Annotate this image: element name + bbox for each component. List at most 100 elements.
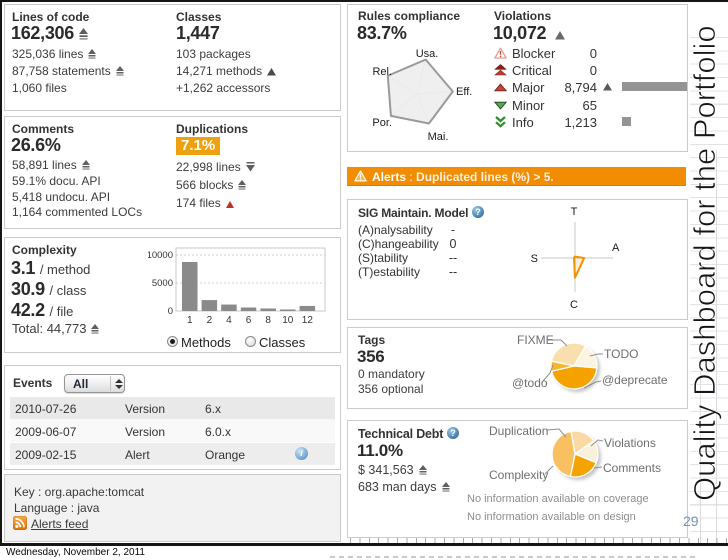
violations-bar [622, 82, 687, 91]
events-filter-select[interactable]: All [64, 374, 125, 393]
svg-text:A: A [612, 242, 620, 254]
technical-debt-title: Technical Debt [358, 427, 444, 441]
project-language-line: Language : java [14, 501, 100, 515]
slide-vertical-title: Quality Dashboard for the Portfolio [687, 25, 723, 501]
trend-up-small-icon [603, 83, 612, 91]
classes-metric-methods: 14,271 methods [176, 65, 277, 78]
critical-icon [494, 64, 507, 76]
tags-title: Tags [358, 333, 386, 347]
panel-key [4, 474, 341, 542]
sig-row-label: (C)hangeability [358, 237, 439, 251]
complexity-per-file: 42.2 / file [11, 300, 74, 320]
pie-label-todo: TODO [604, 347, 639, 361]
duplications-metric-files: 174 files [176, 197, 234, 210]
classes-value: 1,447 [176, 23, 220, 43]
trend-up-icon [441, 482, 450, 492]
panel-tags [347, 327, 688, 409]
technical-debt-value: 11.0% [357, 441, 403, 460]
panel-complexity [4, 237, 341, 353]
pie-label-deprecate: @deprecate [602, 373, 668, 387]
blocker-icon [494, 47, 507, 59]
trend-up-icon [91, 324, 100, 334]
tags-metric-optional: 356 optional [358, 382, 424, 396]
comments-metric-commented-locs: 1,164 commented LOCs [12, 205, 143, 219]
trend-up-icon [78, 28, 88, 40]
loc-metric-files: 1,060 files [12, 81, 67, 95]
pie-label-complexity: Complexity [489, 468, 549, 482]
event-date: 2009-02-15 [15, 448, 77, 462]
duplications-value-badge: 7.1% [176, 137, 221, 155]
svg-text:Usa.: Usa. [416, 48, 439, 60]
rules-compliance-value: 83.7% [357, 23, 407, 43]
sig-row-value: - [450, 223, 456, 237]
rules-compliance-radar-chart: Usa. Eff. Mai. Por. Rel. [372, 48, 472, 143]
technical-debt-pie-chart [544, 428, 604, 480]
slide-frame-bottom [0, 543, 728, 546]
svg-text:8: 8 [265, 315, 271, 326]
sig-model-title: SIG Maintain. Model [358, 206, 469, 220]
select-divider [110, 376, 111, 391]
panel-technical-debt [347, 420, 688, 538]
event-info-icon[interactable]: i [295, 447, 308, 460]
help-icon[interactable]: ? [447, 427, 459, 439]
margin-gridline-vertical [700, 365, 701, 543]
svg-text:12: 12 [302, 315, 314, 326]
event-date: 2009-06-07 [15, 425, 77, 439]
comments-metric-docu-api: 59.1% docu. API [12, 174, 101, 188]
svg-text:Rel.: Rel. [372, 66, 392, 78]
margin-gridline-vertical [716, 150, 717, 543]
events-title: Events [13, 376, 53, 390]
lines-of-code-value: 162,306 [11, 24, 88, 42]
svg-text:T: T [571, 206, 578, 218]
select-down-arrow-icon [115, 385, 123, 389]
duplications-metric-lines: 22,998 lines [176, 161, 255, 174]
tags-pie-chart [542, 339, 603, 392]
pie-label-duplication: Duplication [489, 424, 549, 438]
rss-icon[interactable] [13, 516, 27, 530]
event-type: Version [125, 402, 166, 416]
lines-of-code-title: Lines of code [12, 10, 90, 24]
event-value: 6.x [205, 402, 222, 416]
event-value: Orange [205, 448, 246, 462]
panel-sig-model [347, 199, 688, 320]
violations-bar [622, 117, 631, 126]
radio-classes[interactable] [245, 336, 256, 347]
bottom-ruler-ticks [350, 538, 728, 543]
help-icon[interactable]: ? [472, 206, 484, 218]
sig-row-value: 0 [449, 237, 457, 251]
slide-page-number: 29 [683, 513, 699, 529]
classes-title: Classes [176, 10, 222, 24]
alerts-label: Alerts [372, 170, 407, 184]
comments-metric-undocu-api: 5,418 undocu. API [12, 190, 111, 204]
event-date: 2010-07-26 [15, 402, 77, 416]
classes-metric-accessors: +1,262 accessors [176, 81, 271, 95]
svg-text:Eff.: Eff. [456, 86, 472, 98]
major-icon [494, 83, 507, 92]
trend-up-icon [88, 49, 97, 59]
pie-label-comments: Comments [603, 461, 662, 475]
radio-methods-label[interactable]: Methods [181, 335, 231, 350]
trend-up-icon [238, 180, 247, 190]
panel-comments [4, 116, 341, 229]
slide-frame-left [0, 0, 2, 546]
radio-methods[interactable] [167, 336, 178, 347]
radio-classes-label[interactable]: Classes [259, 335, 306, 350]
alerts-feed-link[interactable]: Alerts feed [31, 517, 89, 531]
event-row: 2010-07-26 Version 6.x [10, 397, 335, 420]
sig-model-radar-chart: T A C S [531, 206, 620, 311]
svg-text:10000: 10000 [148, 250, 173, 261]
svg-text:5000: 5000 [152, 278, 173, 289]
panel-size [4, 4, 341, 111]
alerts-banner: Alerts : Duplicated lines (%) > 5. [347, 167, 686, 186]
sig-row-value: -- [448, 251, 458, 265]
svg-text:4: 4 [226, 315, 232, 326]
slide-frame-top [0, 0, 728, 2]
warning-icon [354, 170, 367, 182]
tags-value: 356 [357, 347, 385, 366]
sig-row-label: (S)tability [358, 251, 409, 265]
trend-up-icon [418, 465, 427, 475]
duplications-title: Duplications [176, 122, 249, 136]
event-type: Version [125, 425, 166, 439]
slide-date: Wednesday, November 2, 2011 [6, 547, 145, 558]
sig-row-label: (T)estability [358, 265, 421, 279]
